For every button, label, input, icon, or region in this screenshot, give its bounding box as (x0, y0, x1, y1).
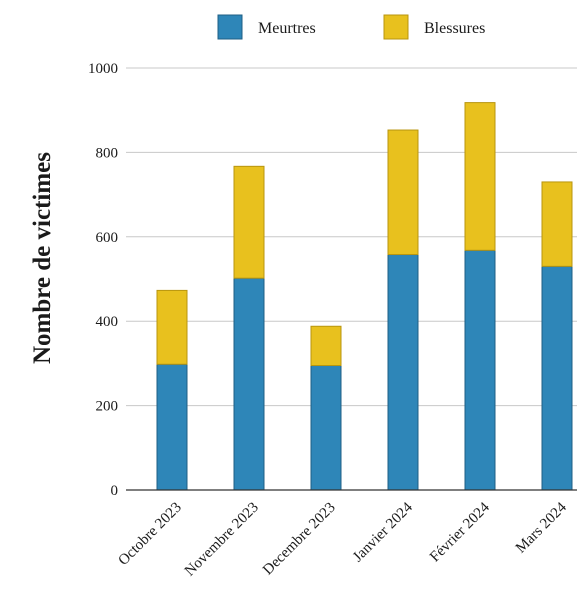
y-tick-label: 800 (96, 145, 119, 161)
bar-meurtres-3 (311, 366, 341, 490)
bars (157, 103, 572, 490)
y-axis-title: Nombre de victimes (29, 152, 56, 364)
bar-meurtres-1 (157, 364, 187, 490)
bar-meurtres-6 (542, 266, 572, 490)
bar-meurtres-4 (388, 255, 418, 490)
y-tick-label: 400 (96, 314, 119, 330)
x-tick-label: Decembre 2023 (260, 500, 339, 579)
legend-label-blessures: Blessures (424, 20, 485, 37)
legend-label-meurtres: Meurtres (258, 20, 316, 37)
x-tick-label: Octobre 2023 (115, 500, 184, 569)
bar-blessures-3 (311, 326, 341, 365)
y-tick-label: 600 (96, 230, 119, 246)
bar-meurtres-2 (234, 278, 264, 490)
bar-blessures-4 (388, 130, 418, 254)
x-tick-label: Janvier 2024 (350, 499, 416, 565)
x-tick-label: Février 2024 (427, 499, 493, 565)
bar-blessures-5 (465, 103, 495, 251)
legend: Meurtres Blessures (218, 15, 485, 39)
y-tick-label: 200 (96, 399, 119, 415)
y-axis-ticks: 0 200 400 600 800 1000 (88, 61, 118, 499)
y-tick-label: 0 (111, 483, 119, 499)
bar-blessures-1 (157, 290, 187, 364)
bar-blessures-6 (542, 182, 572, 266)
bar-blessures-2 (234, 166, 264, 278)
x-tick-label: Mars 2024 (513, 499, 570, 556)
legend-swatch-blessures (384, 15, 408, 39)
y-tick-label: 1000 (88, 61, 118, 77)
x-tick-label: Novembre 2023 (182, 500, 262, 580)
grid (126, 68, 577, 406)
bar-meurtres-5 (465, 250, 495, 490)
legend-swatch-meurtres (218, 15, 242, 39)
